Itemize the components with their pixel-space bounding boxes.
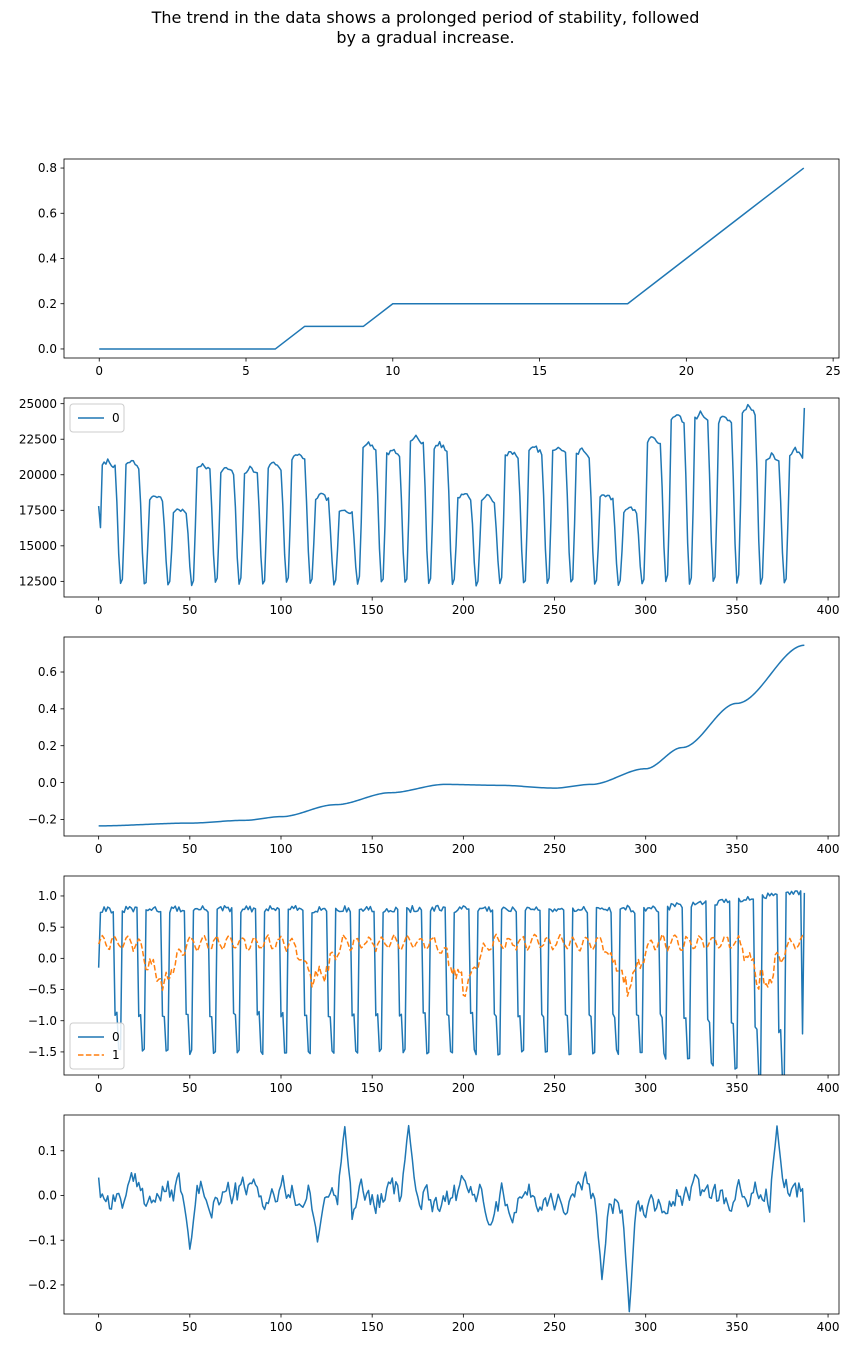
x-tick-label: 400 [817, 842, 840, 856]
x-tick-label: 350 [725, 603, 748, 617]
x-tick-label: 150 [361, 1081, 384, 1095]
x-tick-label: 0 [95, 1320, 103, 1334]
legend-label-0: 0 [112, 1030, 120, 1044]
y-tick-label: 0.6 [38, 665, 57, 679]
x-tick-label: 50 [182, 1320, 197, 1334]
y-tick-label: −1.5 [28, 1045, 57, 1059]
x-tick-label: 250 [543, 1320, 566, 1334]
x-tick-label: 5 [242, 364, 250, 378]
x-tick-label: 300 [634, 603, 657, 617]
y-tick-label: −1.0 [28, 1014, 57, 1028]
x-tick-label: 150 [361, 842, 384, 856]
chart-2-legend: 0 [69, 403, 125, 433]
legend-label-1: 1 [112, 1048, 120, 1062]
x-tick-label: 100 [270, 1081, 293, 1095]
suptitle-line-2: by a gradual increase. [336, 28, 515, 47]
x-tick-label: 50 [182, 1081, 197, 1095]
x-tick-label: 0 [95, 1081, 103, 1095]
x-tick-label: 150 [361, 603, 384, 617]
y-tick-label: −0.1 [28, 1233, 57, 1247]
x-tick-label: 50 [182, 603, 197, 617]
x-tick-label: 400 [817, 1081, 840, 1095]
figure-suptitle: The trend in the data shows a prolonged … [0, 8, 851, 48]
chart-1-axes-frame [63, 158, 840, 359]
y-tick-label: 22500 [19, 432, 57, 446]
chart-1-series-line-0 [99, 167, 805, 350]
chart-panel-4: 0 50 100 150 200 250 300 350 400 −1.5 −1.0 −0.5 0.0 0… [28, 875, 840, 1095]
x-tick-label: 300 [634, 1081, 657, 1095]
y-tick-label: 0.0 [38, 1189, 57, 1203]
chart-panel-1: 0 5 10 15 20 25 0.0 0.2 0.4 0.6 0.8 [38, 158, 841, 378]
y-tick-label: 0.4 [38, 252, 57, 266]
y-tick-label: 20000 [19, 468, 57, 482]
x-tick-label: 350 [725, 1081, 748, 1095]
x-tick-label: 200 [452, 603, 475, 617]
x-tick-label: 350 [725, 842, 748, 856]
x-tick-label: 350 [725, 1320, 748, 1334]
y-tick-label: −0.5 [28, 983, 57, 997]
y-tick-label: 0.8 [38, 161, 57, 175]
x-tick-label: 15 [532, 364, 547, 378]
chart-4-axes-frame [63, 875, 840, 1076]
x-tick-label: 200 [452, 842, 475, 856]
x-tick-label: 200 [452, 1081, 475, 1095]
chart-5-axes-frame [63, 1114, 840, 1315]
legend-label-0: 0 [112, 411, 120, 425]
y-tick-label: 0.1 [38, 1144, 57, 1158]
x-tick-label: 100 [270, 1320, 293, 1334]
chart-4-series-line-1 [97, 933, 805, 998]
x-tick-label: 100 [270, 603, 293, 617]
x-tick-label: 250 [543, 842, 566, 856]
x-tick-label: 250 [543, 603, 566, 617]
x-tick-label: 150 [361, 1320, 384, 1334]
chart-panel-2: 0 50 100 150 200 250 300 350 400 12500 15000 17500 2… [19, 397, 840, 617]
suptitle-line-1: The trend in the data shows a prolonged … [151, 8, 700, 27]
y-tick-label: 0.2 [38, 297, 57, 311]
x-tick-label: 0 [95, 364, 103, 378]
x-tick-label: 100 [270, 842, 293, 856]
y-tick-label: 0.4 [38, 702, 57, 716]
x-tick-label: 25 [825, 364, 840, 378]
chart-4-legend: 01 [69, 1022, 125, 1070]
chart-2-axes-frame [63, 397, 840, 598]
chart-4-series-line-0 [97, 890, 806, 1075]
y-tick-label: 12500 [19, 575, 57, 589]
y-tick-label: −0.2 [28, 813, 57, 827]
y-tick-label: 0.2 [38, 739, 57, 753]
x-tick-label: 10 [385, 364, 400, 378]
x-tick-label: 50 [182, 842, 197, 856]
x-tick-label: 200 [452, 1320, 475, 1334]
x-tick-label: 0 [95, 603, 103, 617]
chart-3-axes-frame [63, 636, 840, 837]
y-tick-label: 0.0 [38, 342, 57, 356]
y-tick-label: 25000 [19, 397, 57, 411]
x-tick-label: 20 [679, 364, 694, 378]
y-tick-label: 1.0 [38, 889, 57, 903]
x-tick-label: 250 [543, 1081, 566, 1095]
y-tick-label: 17500 [19, 503, 57, 517]
chart-3-series-line-0 [98, 644, 805, 827]
y-tick-label: −0.2 [28, 1278, 57, 1292]
x-tick-label: 400 [817, 603, 840, 617]
x-tick-label: 300 [634, 1320, 657, 1334]
y-tick-label: 0.6 [38, 206, 57, 220]
chart-5-series-line-0 [97, 1124, 806, 1313]
chart-panel-3: 0 50 100 150 200 250 300 350 400 −0.2 0.0 0.2 0.4 0.6 [28, 636, 840, 856]
x-tick-label: 300 [634, 842, 657, 856]
y-tick-label: 0.5 [38, 920, 57, 934]
chart-panel-5: 0 50 100 150 200 250 300 350 400 −0.2 −0.1 0.0 0.1 [28, 1114, 840, 1334]
y-tick-label: 0.0 [38, 776, 57, 790]
y-tick-label: 15000 [19, 539, 57, 553]
chart-2-series-line-0 [97, 403, 806, 587]
x-tick-label: 400 [817, 1320, 840, 1334]
x-tick-label: 0 [95, 842, 103, 856]
y-tick-label: 0.0 [38, 952, 57, 966]
